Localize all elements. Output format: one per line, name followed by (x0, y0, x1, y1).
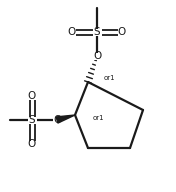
Bar (28, 93, 36, 99)
Text: or1: or1 (93, 115, 105, 121)
Text: or1: or1 (104, 75, 116, 81)
Text: O: O (28, 91, 36, 101)
Bar (93, 52, 101, 60)
Text: S: S (29, 115, 35, 125)
Text: O: O (93, 51, 101, 61)
Text: O: O (68, 27, 76, 37)
Text: S: S (94, 27, 100, 37)
Text: O: O (118, 27, 126, 37)
Text: O: O (53, 115, 61, 125)
Bar (118, 28, 126, 36)
Bar (27, 117, 36, 123)
Bar (93, 28, 102, 36)
Bar (68, 28, 76, 36)
Bar (53, 117, 61, 123)
Text: O: O (28, 139, 36, 149)
Bar (28, 141, 36, 147)
Polygon shape (56, 115, 75, 123)
